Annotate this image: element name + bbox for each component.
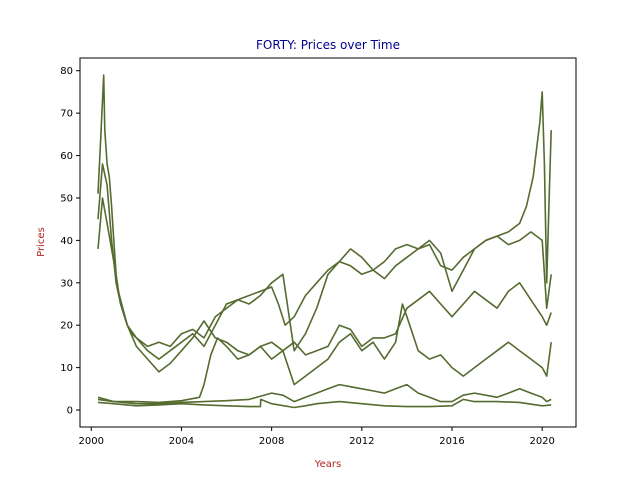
series-line-4 [97,303,552,404]
x-axis-title: Years [314,459,341,470]
plot-frame [79,57,577,428]
y-axis: 0 10 20 30 40 50 60 70 80 [60,66,80,417]
x-tick-label: 2012 [349,436,374,447]
chart-title: FORTY: Prices over Time [256,38,400,52]
y-tick-label: 0 [67,406,73,417]
y-tick-label: 10 [60,363,73,374]
x-tick-label: 2016 [439,436,464,447]
y-tick-label: 30 [60,278,73,289]
x-axis: 2000 2004 2008 2012 2016 2020 [79,427,555,447]
y-tick-label: 60 [60,151,73,162]
x-tick-label: 2000 [79,436,104,447]
x-tick-label: 2020 [529,436,554,447]
series-line-1 [97,74,552,348]
series-line-6 [97,398,552,409]
y-tick-label: 20 [60,321,73,332]
series-line-5 [97,383,552,405]
y-tick-label: 50 [60,193,73,204]
y-axis-title: Prices [36,227,47,257]
x-tick-label: 2004 [169,436,194,447]
x-tick-label: 2008 [259,436,284,447]
y-tick-label: 70 [60,109,73,120]
series-layer [97,74,552,409]
y-tick-label: 80 [60,66,73,77]
series-line-2 [97,163,552,360]
series-line-3 [97,197,552,373]
y-tick-label: 40 [60,236,73,247]
